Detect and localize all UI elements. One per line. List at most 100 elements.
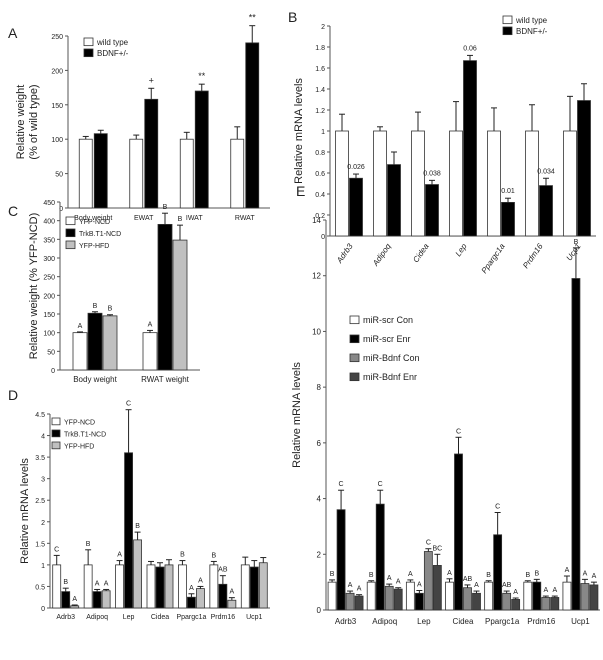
bar (245, 42, 260, 209)
x-tick-label: Cidea (411, 242, 431, 265)
bar (354, 595, 364, 611)
y-axis-label: Relative weight(% of wild type) (15, 84, 40, 159)
significance-letter: A (117, 552, 122, 559)
legend-swatch (65, 216, 76, 226)
bar (52, 564, 62, 609)
significance-letter: AB (502, 582, 512, 589)
legend-swatch (349, 334, 360, 344)
legend-label: miR-Bdnf Con (363, 353, 420, 363)
significance-letter: A (396, 579, 401, 586)
bar (414, 592, 424, 611)
bar (563, 130, 577, 237)
bar (115, 564, 124, 609)
significance-letter: B (108, 306, 113, 313)
bar (589, 584, 599, 611)
y-tick-label: 4.5 (35, 412, 45, 419)
legend-swatch (51, 441, 61, 450)
y-tick-label: 100 (43, 331, 55, 338)
bar (124, 452, 133, 609)
annotation: ** (249, 13, 257, 23)
bar (463, 587, 472, 611)
panel-label-c: C (8, 203, 18, 219)
bar (562, 581, 572, 611)
chart-d: 0 0.5 1 1.5 2 2.5 3 3.5 4 4.5 Relative mRNA levels… (19, 401, 270, 621)
legend-label: miR-scr Enr (363, 334, 411, 344)
x-tick-label: RWAT (235, 215, 255, 222)
significance-letter: B (93, 303, 98, 310)
bar (411, 130, 425, 237)
legend-label: miR-Bdnf Enr (363, 372, 417, 382)
significance-letter: C (339, 481, 344, 488)
y-tick-label: 150 (43, 312, 55, 319)
significance-letter: A (78, 323, 83, 330)
legend-swatch (51, 417, 61, 426)
y-axis-label-line: Relative mRNA levels (291, 362, 303, 468)
legend-swatch (83, 48, 94, 58)
bar (463, 60, 477, 237)
bar (157, 223, 173, 371)
y-tick-label: 2 (317, 550, 322, 559)
y-axis-label: Relative mRNA levels (19, 458, 31, 564)
significance-letter: A (565, 567, 570, 574)
bar (493, 534, 503, 611)
y-tick-label: 0.6 (315, 171, 325, 178)
bar (194, 90, 209, 209)
significance-letter: AB (218, 567, 228, 574)
significance-letter: A (408, 571, 413, 578)
legend-label: YFP-HFD (79, 243, 109, 250)
y-tick-label: 1.8 (315, 45, 325, 52)
y-tick-label: 12 (312, 272, 321, 281)
legend-swatch (51, 429, 61, 438)
x-tick-label: RWAT weight (141, 375, 189, 384)
y-tick-label: 1.4 (315, 87, 325, 94)
legend-swatch (65, 228, 76, 238)
x-tick-label: Prdm16 (527, 617, 556, 626)
y-axis-label-line: Relative weight (15, 85, 27, 160)
legend-swatch (349, 315, 360, 325)
significance-letter: A (583, 570, 588, 577)
y-tick-label: 400 (43, 219, 55, 226)
significance-letter: B (525, 572, 530, 579)
bar (405, 581, 415, 611)
annotation: 0.01 (501, 188, 515, 195)
y-axis-label: Relative mRNA levels (293, 78, 305, 184)
x-tick-label: Adrb3 (334, 242, 355, 266)
bar (375, 503, 385, 611)
x-tick-label: Cidea (453, 617, 474, 626)
y-tick-label: 450 (43, 200, 55, 207)
x-tick-label: Body weight (73, 375, 117, 384)
y-tick-label: 1 (41, 563, 45, 570)
bar (511, 599, 521, 611)
y-tick-label: 1.6 (315, 66, 325, 73)
bar (349, 177, 363, 237)
annotation: 0.026 (347, 164, 365, 171)
bar (172, 239, 188, 371)
bar (472, 592, 481, 611)
x-tick-label: Lep (123, 614, 135, 621)
y-axis-label-line: (% of wild type) (28, 84, 40, 159)
significance-letter: A (552, 587, 557, 594)
panel-label-b: B (288, 9, 297, 25)
significance-letter: A (592, 573, 597, 580)
significance-letter: C (126, 401, 131, 408)
x-tick-label: Adipoq (370, 242, 393, 269)
bar (580, 583, 590, 611)
x-tick-label: Adipoq (372, 617, 397, 626)
bar (87, 312, 103, 371)
bar (502, 592, 512, 611)
legend-label: YFP-NCD (64, 419, 95, 426)
bar (129, 138, 144, 209)
legend-swatch (502, 26, 513, 36)
y-axis-label-line: Relative mRNA levels (19, 458, 31, 564)
bar (144, 98, 159, 209)
y-tick-label: 0 (51, 368, 55, 375)
bar (366, 581, 376, 611)
significance-letter: B (135, 523, 140, 530)
bar (384, 585, 394, 611)
x-tick-label: Prdm16 (521, 242, 545, 271)
y-tick-label: 1.5 (35, 541, 45, 548)
significance-letter: C (456, 428, 461, 435)
y-tick-label: 2 (321, 24, 325, 31)
y-tick-label: 150 (51, 103, 63, 110)
y-tick-label: 10 (312, 327, 321, 336)
